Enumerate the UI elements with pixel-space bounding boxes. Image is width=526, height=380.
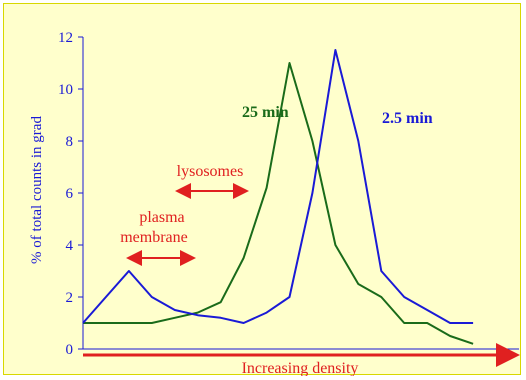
y-tick-label: 2: [66, 290, 74, 306]
line-chart: 0 2 4 6 8 10 12 % of total counts in grad 25 m…: [29, 30, 520, 376]
annotation-membrane: membrane: [120, 229, 188, 246]
y-axis-label: % of total counts in grad: [29, 116, 45, 264]
y-tick-label: 8: [66, 134, 74, 150]
y-tick-label: 10: [58, 82, 73, 98]
annotation-lysosomes: lysosomes: [177, 163, 244, 180]
series-line-0: [83, 62, 474, 345]
x-axis-label: Increasing density: [242, 360, 359, 376]
y-tick-label: 4: [66, 238, 74, 254]
y-tick-label: 12: [58, 30, 73, 46]
y-tick-label: 0: [66, 342, 74, 358]
series-label-2-5min: 2.5 min: [382, 110, 433, 127]
y-tick-label: 6: [66, 186, 74, 202]
series-label-25min: 25 min: [242, 104, 289, 121]
annotation-plasma: plasma: [139, 209, 184, 226]
chart-figure: 0 2 4 6 8 10 12 % of total counts in grad 25 m…: [3, 3, 521, 376]
series-line-1: [82, 49, 474, 324]
